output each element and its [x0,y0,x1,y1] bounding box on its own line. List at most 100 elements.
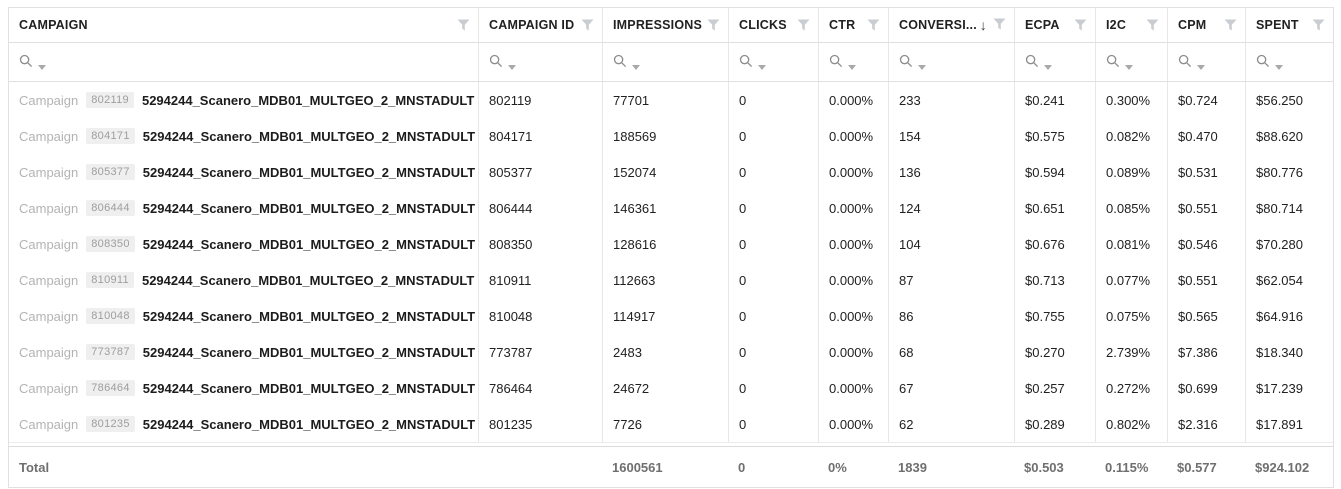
impressions-cell: 188569 [602,118,728,154]
filter-funnel-icon[interactable] [1224,19,1237,31]
search-filter-control[interactable] [1106,54,1133,70]
i2c-cell: 0.081% [1095,226,1167,262]
campaign-id-cell: 802119 [478,82,602,118]
table-row[interactable]: Campaign 773787 5294244_Scanero_MDB01_MU… [9,334,1333,370]
table-row[interactable]: Campaign 806444 5294244_Scanero_MDB01_MU… [9,190,1333,226]
table-row[interactable]: Campaign 810048 5294244_Scanero_MDB01_MU… [9,298,1333,334]
total-campaign-id-cell [478,447,602,487]
row-type-label: Campaign [19,92,79,108]
row-type-label: Campaign [19,380,79,396]
column-header-cpm[interactable]: CPM [1167,8,1245,42]
campaigns-table: CAMPAIGN CAMPAIGN ID IMPRESSIONS CLICKS … [8,7,1334,488]
ctr-cell: 0.000% [818,226,888,262]
chevron-down-icon [632,65,640,70]
column-label: CAMPAIGN ID [489,18,575,32]
search-icon [1025,54,1039,68]
campaign-id-cell: 808350 [478,226,602,262]
campaign-name: 5294244_Scanero_MDB01_MULTGEO_2_MNSTADUL… [141,92,475,108]
impressions-cell: 128616 [602,226,728,262]
table-row[interactable]: Campaign 802119 5294244_Scanero_MDB01_MU… [9,82,1333,118]
search-filter-control[interactable] [489,54,516,70]
cpm-cell: $0.551 [1167,190,1245,226]
column-header-impressions[interactable]: IMPRESSIONS [602,8,728,42]
filter-input-ctr[interactable] [818,43,888,81]
column-header-i2c[interactable]: I2C [1095,8,1167,42]
column-header-clicks[interactable]: CLICKS [728,8,818,42]
filter-funnel-icon[interactable] [993,18,1006,30]
table-filter-row [9,43,1333,82]
search-filter-control[interactable] [1256,54,1283,70]
column-header-campaign-id[interactable]: CAMPAIGN ID [478,8,602,42]
column-header-conversions[interactable]: CONVERSI... ↓ [888,8,1014,42]
spent-cell: $17.891 [1245,406,1333,442]
filter-funnel-icon[interactable] [1312,19,1325,31]
column-header-campaign[interactable]: CAMPAIGN [9,8,478,42]
table-row[interactable]: Campaign 786464 5294244_Scanero_MDB01_MU… [9,370,1333,406]
ctr-cell: 0.000% [818,334,888,370]
cpm-cell: $0.470 [1167,118,1245,154]
ecpa-cell: $0.241 [1014,82,1095,118]
spent-cell: $56.250 [1245,82,1333,118]
i2c-cell: 0.300% [1095,82,1167,118]
cpm-cell: $7.386 [1167,334,1245,370]
total-clicks-cell: 0 [738,459,746,475]
campaign-name: 5294244_Scanero_MDB01_MULTGEO_2_MNSTADUL… [142,200,476,216]
campaign-id-badge: 773787 [86,344,135,360]
search-filter-control[interactable] [19,54,46,70]
filter-funnel-icon[interactable] [581,19,594,31]
total-spent-cell: $924.102 [1255,459,1310,475]
campaign-name: 5294244_Scanero_MDB01_MULTGEO_2_MNSTADUL… [142,380,476,396]
filter-input-spent[interactable] [1245,43,1333,81]
search-icon [489,54,503,68]
search-icon [1106,54,1120,68]
table-row[interactable]: Campaign 804171 5294244_Scanero_MDB01_MU… [9,118,1333,154]
sort-descending-arrow-icon[interactable]: ↓ [979,17,987,33]
spent-cell: $80.714 [1245,190,1333,226]
search-icon [1256,54,1270,68]
table-row[interactable]: Campaign 805377 5294244_Scanero_MDB01_MU… [9,154,1333,190]
row-type-label: Campaign [19,128,79,144]
campaign-id-badge: 810911 [86,272,134,288]
table-row[interactable]: Campaign 808350 5294244_Scanero_MDB01_MU… [9,226,1333,262]
i2c-cell: 0.272% [1095,370,1167,406]
ctr-cell: 0.000% [818,118,888,154]
campaign-name: 5294244_Scanero_MDB01_MULTGEO_2_MNSTADUL… [142,164,476,180]
filter-funnel-icon[interactable] [797,19,810,31]
search-filter-control[interactable] [739,54,766,70]
ecpa-cell: $0.270 [1014,334,1095,370]
search-filter-control[interactable] [1178,54,1205,70]
filter-input-campaign[interactable] [9,43,478,81]
campaign-cell: Campaign 802119 5294244_Scanero_MDB01_MU… [9,82,478,118]
filter-input-conversions[interactable] [888,43,1014,81]
column-label: CLICKS [739,18,787,32]
search-filter-control[interactable] [899,54,926,70]
column-header-spent[interactable]: SPENT [1245,8,1333,42]
row-type-label: Campaign [19,308,79,324]
impressions-cell: 7726 [602,406,728,442]
filter-input-campaign-id[interactable] [478,43,602,81]
filter-input-impressions[interactable] [602,43,728,81]
filter-funnel-icon[interactable] [1074,19,1087,31]
search-filter-control[interactable] [829,54,856,70]
ecpa-cell: $0.713 [1014,262,1095,298]
filter-input-cpm[interactable] [1167,43,1245,81]
ecpa-cell: $0.594 [1014,154,1095,190]
table-body: Campaign 802119 5294244_Scanero_MDB01_MU… [9,82,1333,443]
filter-input-ecpa[interactable] [1014,43,1095,81]
table-row[interactable]: Campaign 801235 5294244_Scanero_MDB01_MU… [9,406,1333,442]
filter-funnel-icon[interactable] [1146,19,1159,31]
chevron-down-icon [758,65,766,70]
filter-funnel-icon[interactable] [867,19,880,31]
table-row[interactable]: Campaign 810911 5294244_Scanero_MDB01_MU… [9,262,1333,298]
campaign-cell: Campaign 810048 5294244_Scanero_MDB01_MU… [9,298,478,334]
search-filter-control[interactable] [1025,54,1052,70]
column-header-ctr[interactable]: CTR [818,8,888,42]
column-header-ecpa[interactable]: ECPA [1014,8,1095,42]
filter-input-clicks[interactable] [728,43,818,81]
filter-funnel-icon[interactable] [707,19,720,31]
filter-funnel-icon[interactable] [457,19,470,31]
search-filter-control[interactable] [613,54,640,70]
total-cpm-cell: $0.577 [1177,459,1217,475]
filter-input-i2c[interactable] [1095,43,1167,81]
conversions-cell: 136 [888,154,1014,190]
